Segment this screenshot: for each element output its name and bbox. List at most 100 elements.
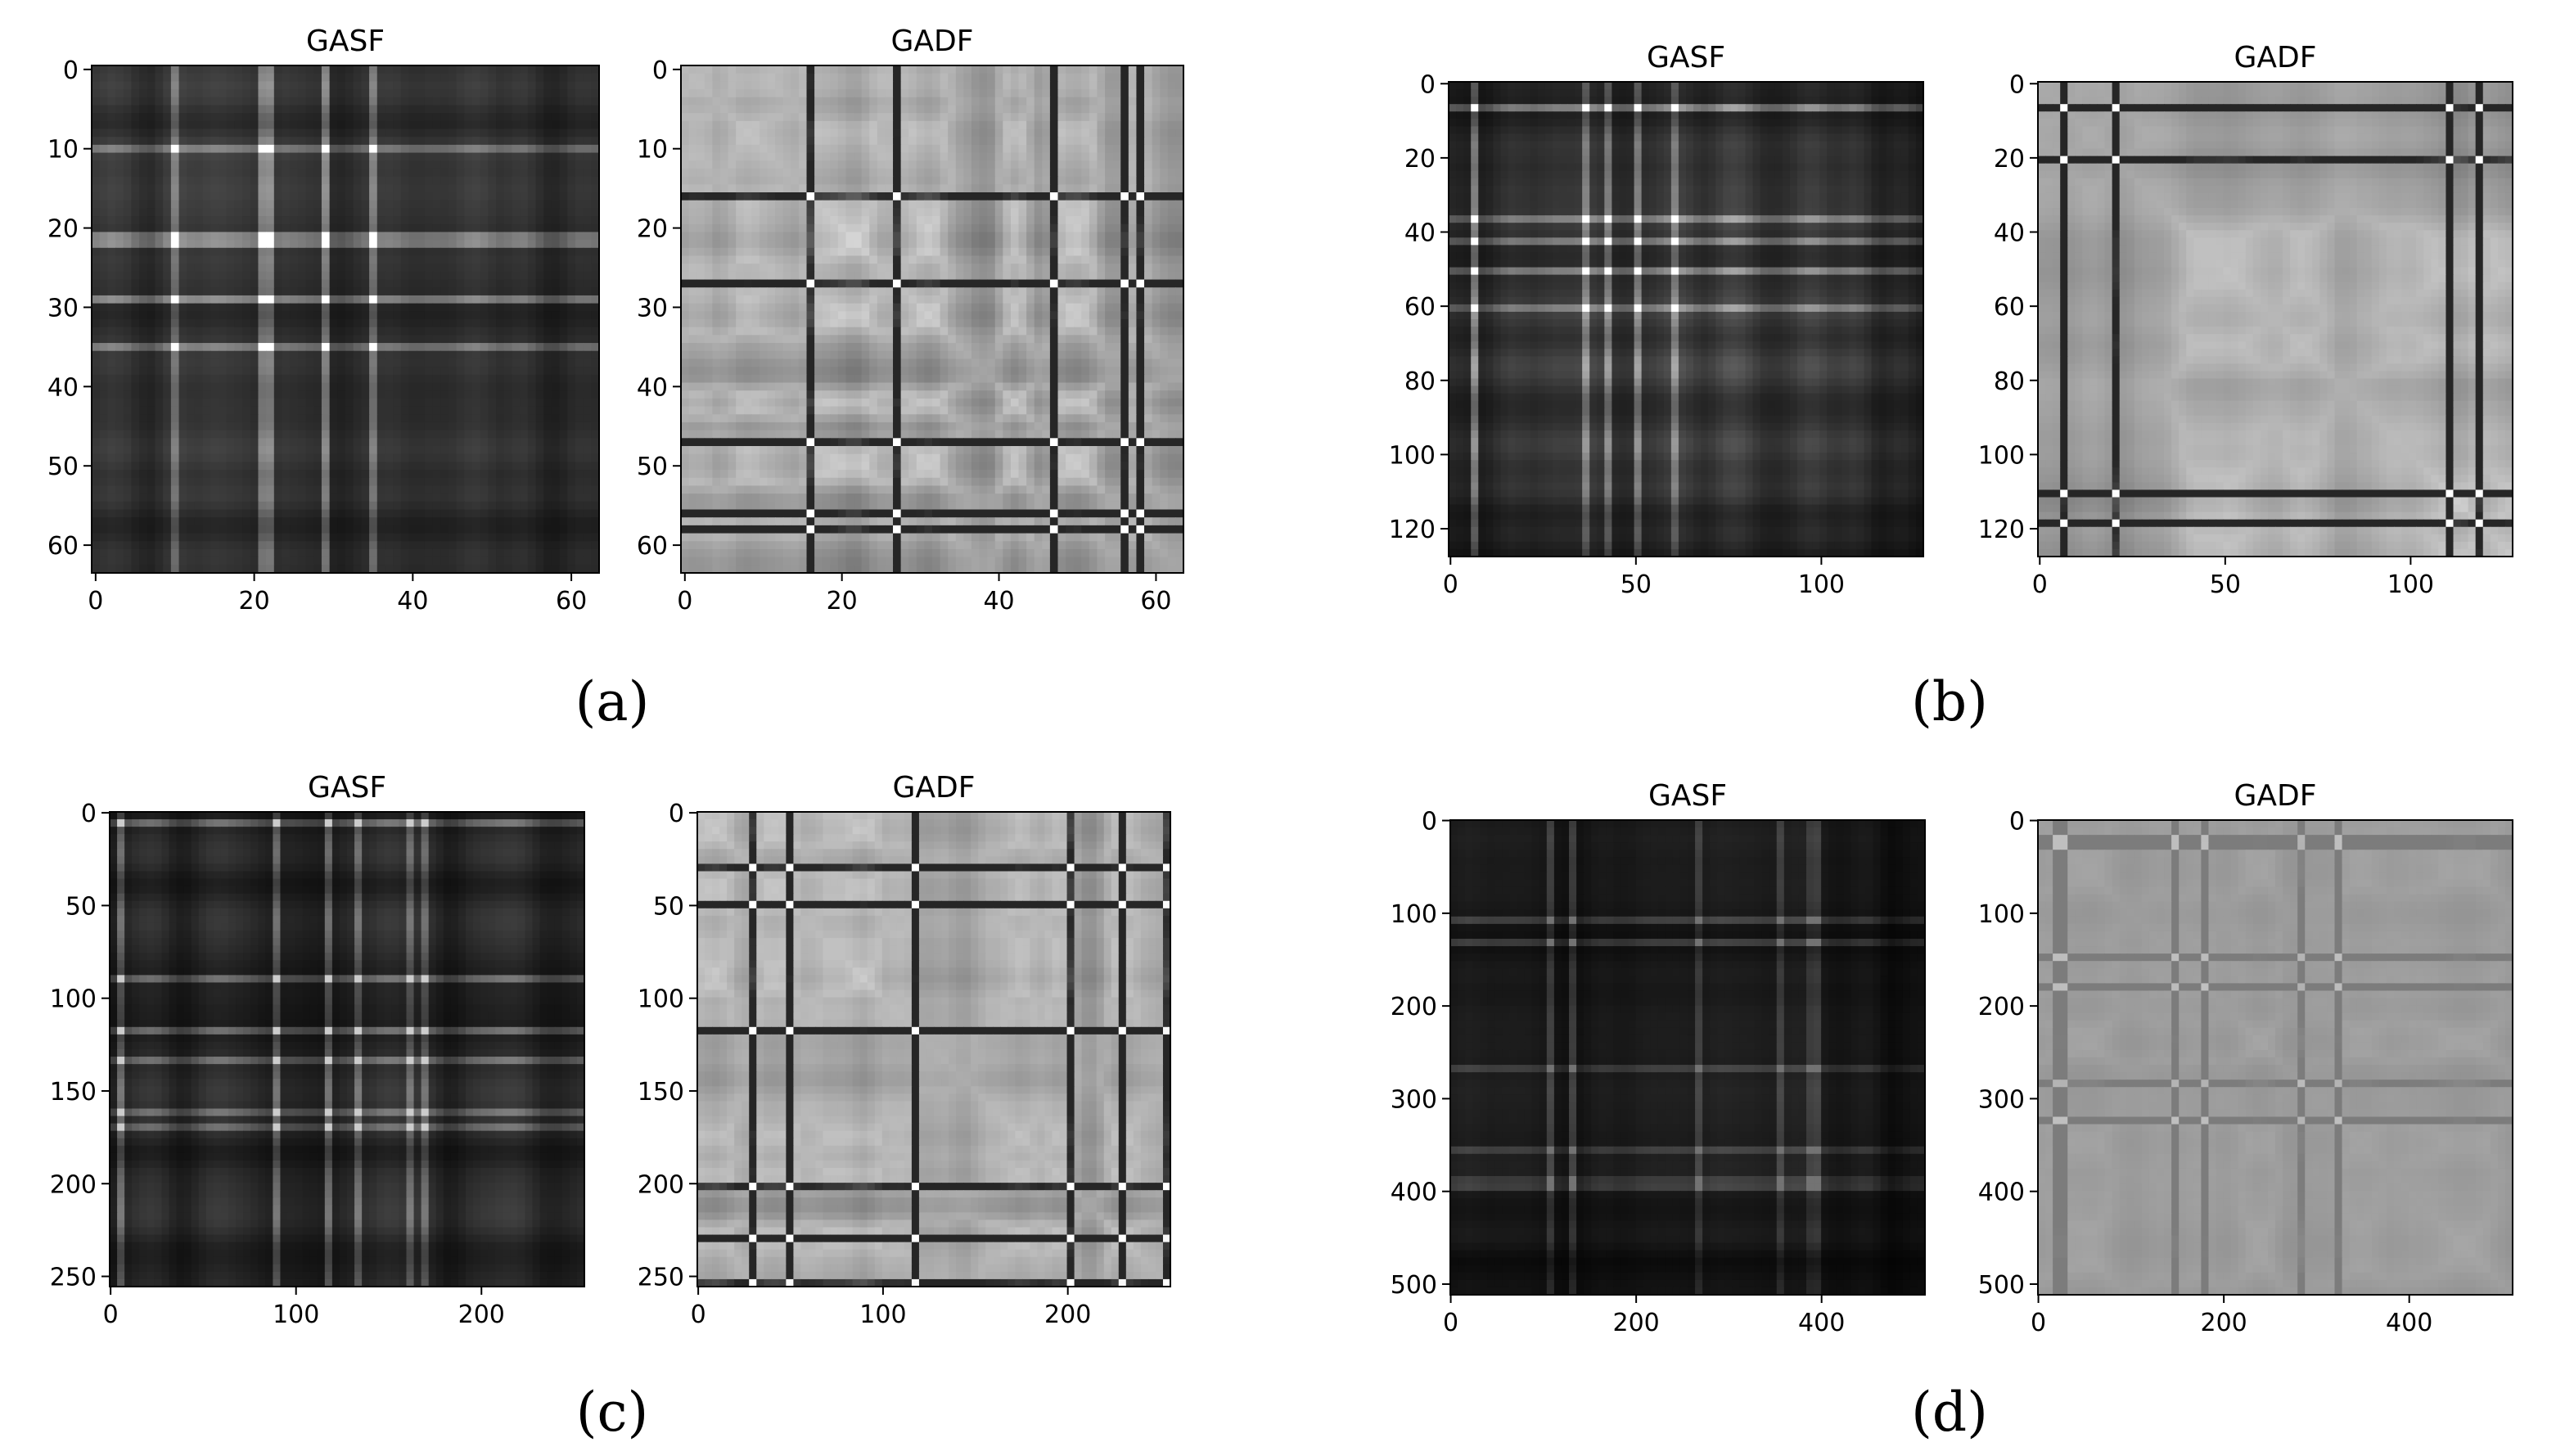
x-tick-label: 100 — [2387, 570, 2434, 599]
heatmap-cells — [681, 65, 1184, 574]
y-tick-label: 30 — [47, 294, 79, 322]
caption-c-text: (c) — [576, 1381, 648, 1444]
x-tick-label: 40 — [983, 587, 1014, 615]
y-tick-label: 200 — [1391, 993, 1437, 1021]
x-tick-label: 20 — [827, 587, 858, 615]
x-tick-label: 200 — [458, 1300, 505, 1329]
heatmap-title: GASF — [306, 25, 385, 58]
y-tick-label: 50 — [637, 453, 668, 481]
heatmap-title: GASF — [1648, 779, 1727, 813]
y-tick-label: 400 — [1978, 1179, 2025, 1207]
y-tick-label: 120 — [1389, 516, 1436, 544]
x-tick-label: 0 — [1443, 1309, 1458, 1337]
x-tick-label: 0 — [2032, 570, 2048, 599]
x-tick-label: 0 — [103, 1300, 119, 1329]
y-tick-label: 50 — [47, 453, 79, 481]
y-tick-label: 0 — [63, 56, 79, 85]
y-tick-label: 500 — [1978, 1271, 2025, 1300]
y-tick-label: 0 — [1420, 70, 1436, 99]
y-tick-label: 10 — [47, 136, 79, 165]
y-tick-label: 250 — [638, 1264, 684, 1292]
y-tick-label: 250 — [50, 1264, 97, 1292]
y-tick-label: 0 — [652, 56, 668, 85]
caption-b-text: (b) — [1911, 670, 1988, 733]
heatmap-title: GADF — [893, 771, 976, 805]
y-tick-label: 100 — [1391, 900, 1437, 929]
y-tick-label: 80 — [1404, 367, 1436, 396]
x-tick-label: 60 — [556, 587, 587, 615]
x-tick-label: 0 — [691, 1300, 706, 1329]
x-tick-label: 100 — [859, 1300, 906, 1329]
caption-c: (c) — [576, 1381, 648, 1444]
y-tick-label: 150 — [638, 1078, 684, 1107]
y-tick-label: 50 — [653, 892, 684, 921]
heatmap-cells — [1450, 820, 1926, 1296]
caption-d-text: (d) — [1911, 1381, 1988, 1444]
caption-d: (d) — [1911, 1381, 1988, 1444]
y-tick-label: 500 — [1391, 1271, 1437, 1300]
heatmap-title: GADF — [2234, 779, 2317, 813]
y-tick-label: 100 — [1978, 441, 2025, 470]
x-tick-label: 400 — [1798, 1309, 1845, 1337]
y-tick-label: 40 — [637, 373, 668, 402]
x-tick-label: 100 — [1798, 570, 1845, 599]
y-tick-label: 0 — [81, 800, 97, 828]
x-tick-label: 200 — [1044, 1300, 1091, 1329]
x-tick-label: 200 — [2200, 1309, 2247, 1337]
y-tick-label: 40 — [1404, 219, 1436, 248]
y-tick-label: 60 — [1994, 293, 2025, 322]
y-tick-label: 20 — [1404, 145, 1436, 174]
y-tick-label: 100 — [1389, 441, 1436, 470]
y-tick-label: 60 — [47, 532, 79, 561]
x-tick-label: 0 — [88, 587, 103, 615]
heatmap-cells — [92, 65, 600, 574]
caption-a-text: (a) — [575, 670, 650, 733]
y-tick-label: 300 — [1391, 1085, 1437, 1114]
y-tick-label: 20 — [637, 215, 668, 244]
y-tick-label: 20 — [47, 215, 79, 244]
y-tick-label: 80 — [1994, 367, 2025, 396]
y-tick-label: 0 — [2009, 70, 2025, 99]
x-tick-label: 400 — [2386, 1309, 2432, 1337]
y-tick-label: 400 — [1391, 1179, 1437, 1207]
heatmap-cells — [697, 812, 1171, 1287]
x-tick-label: 0 — [1443, 570, 1458, 599]
heatmap-panel-5: GASF 0 100 200 0 50 100 150 200 250 — [50, 771, 585, 1329]
x-tick-label: 20 — [239, 587, 270, 615]
x-tick-label: 60 — [1140, 587, 1171, 615]
heatmap-title: GADF — [891, 25, 974, 58]
y-tick-label: 100 — [1978, 900, 2025, 929]
y-tick-label: 40 — [47, 373, 79, 402]
heatmap-cells — [2038, 820, 2513, 1296]
y-tick-label: 60 — [1404, 293, 1436, 322]
caption-b: (b) — [1911, 670, 1988, 733]
y-tick-label: 100 — [50, 985, 97, 1014]
heatmap-title: GASF — [308, 771, 386, 805]
y-tick-label: 30 — [637, 294, 668, 322]
x-tick-label: 0 — [2031, 1309, 2046, 1337]
y-tick-label: 50 — [65, 892, 97, 921]
y-tick-label: 40 — [1994, 219, 2025, 248]
heatmap-cells — [110, 812, 585, 1287]
heatmap-title: GADF — [2234, 41, 2317, 74]
y-tick-label: 200 — [1978, 993, 2025, 1021]
y-tick-label: 150 — [50, 1078, 97, 1107]
x-tick-label: 200 — [1612, 1309, 1659, 1337]
x-tick-label: 100 — [273, 1300, 319, 1329]
y-tick-label: 0 — [669, 800, 684, 828]
x-tick-label: 40 — [397, 587, 428, 615]
x-tick-label: 50 — [2210, 570, 2241, 599]
y-tick-label: 100 — [638, 985, 684, 1014]
y-tick-label: 60 — [637, 532, 668, 561]
y-tick-label: 200 — [50, 1170, 97, 1199]
y-tick-label: 0 — [2009, 808, 2025, 836]
y-tick-label: 10 — [637, 136, 668, 165]
y-tick-label: 120 — [1978, 516, 2025, 544]
